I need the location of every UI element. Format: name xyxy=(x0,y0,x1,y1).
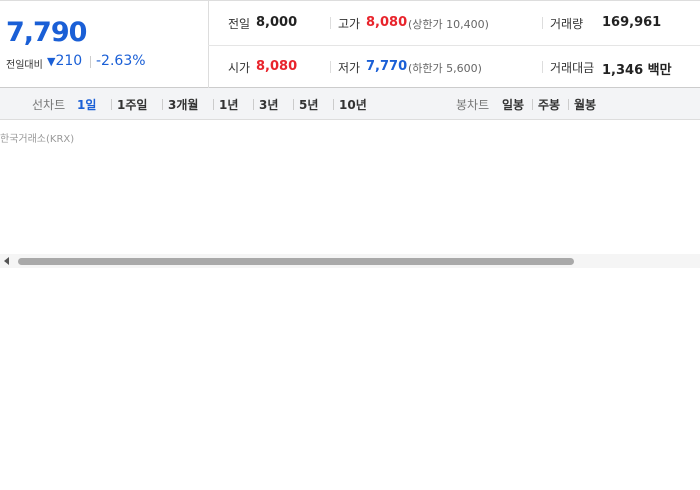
stat-value: 8,080 xyxy=(256,59,298,74)
divider xyxy=(330,61,331,73)
divider xyxy=(330,17,331,29)
stat-value: 8,080 xyxy=(366,15,408,30)
scroll-left[interactable] xyxy=(4,257,9,265)
period-tab[interactable]: 1년 xyxy=(219,98,239,112)
period-tab[interactable]: 5년 xyxy=(299,98,319,112)
divider xyxy=(293,99,294,110)
chart-tabs: 선차트 봉차트 1일 1주일 3개월 1년 3년 5년 10년 일봉 주봉 월봉 xyxy=(0,88,700,120)
stat-value: 8,000 xyxy=(256,15,298,30)
stat-label: 시가 xyxy=(228,61,251,75)
divider xyxy=(208,45,700,46)
period-tab[interactable]: 10년 xyxy=(339,98,367,112)
current-price: 7,790 xyxy=(6,17,87,48)
divider xyxy=(542,17,543,29)
line-chart-label: 선차트 xyxy=(32,98,66,112)
scrollbar xyxy=(0,254,700,268)
period-tab[interactable]: 3개월 xyxy=(168,98,199,112)
period-tab[interactable]: 1일 xyxy=(77,98,97,112)
change-label: 전일대비 xyxy=(6,60,43,71)
period-tab[interactable]: 3년 xyxy=(259,98,279,112)
divider xyxy=(532,99,533,110)
stat-label: 거래대금 xyxy=(550,61,595,75)
source: 한국거래소(KRX) xyxy=(0,134,75,145)
divider xyxy=(333,99,334,110)
divider xyxy=(111,99,112,110)
quote-panel: 7,790 전일대비 ▼210 -2.63% 전일 8,000 고가 8,080 (상한… xyxy=(0,0,700,89)
candle-tab[interactable]: 일봉 xyxy=(502,98,525,112)
down-arrow: ▼ xyxy=(47,55,56,68)
stat-label: 거래량 xyxy=(550,17,584,31)
change-value: 210 xyxy=(55,53,83,69)
divider xyxy=(162,99,163,110)
scroll-thumb[interactable] xyxy=(18,258,574,265)
candle-chart-label: 봉차트 xyxy=(456,98,490,112)
stat-value: 169,961 xyxy=(602,15,662,30)
stat-label: 저가 xyxy=(338,61,361,75)
stat-note: (상한가 10,400) xyxy=(408,18,489,31)
stat-label: 고가 xyxy=(338,17,361,31)
divider xyxy=(542,61,543,73)
change-rate: -2.63% xyxy=(96,53,146,69)
stat-value: 1,346 백만 xyxy=(602,63,672,78)
divider xyxy=(213,99,214,110)
divider xyxy=(253,99,254,110)
candle-tab[interactable]: 주봉 xyxy=(538,98,561,112)
stat-value: 7,770 xyxy=(366,59,408,74)
candle-tab[interactable]: 월봉 xyxy=(574,98,597,112)
divider xyxy=(568,99,569,110)
stat-note: (하한가 5,600) xyxy=(408,62,482,75)
stat-label: 전일 xyxy=(228,17,251,31)
change: ▼210 xyxy=(47,53,82,69)
period-tab[interactable]: 1주일 xyxy=(117,98,148,112)
divider xyxy=(90,56,91,68)
